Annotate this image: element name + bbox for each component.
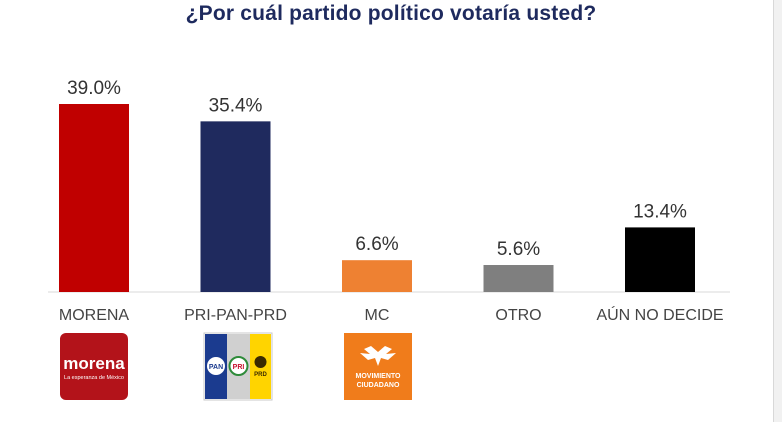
window-edge	[773, 0, 782, 422]
chart-title: ¿Por cuál partido político votaría usted…	[185, 2, 597, 25]
category-label: PRI-PAN-PRD	[184, 307, 287, 324]
category-label: MORENA	[59, 307, 130, 324]
category-label: OTRO	[495, 307, 541, 324]
eagle-icon	[360, 346, 396, 366]
category-label: MC	[365, 307, 390, 324]
value-labels-group: 39.0% 35.4% 6.6% 5.6% 13.4%	[67, 78, 687, 260]
bar-value-label: 6.6%	[355, 234, 398, 255]
bar-value-label: 5.6%	[497, 239, 540, 260]
pan-label: PAN	[209, 364, 223, 371]
morena-logo-wordmark: morena	[63, 354, 125, 373]
mc-logo-background	[344, 333, 412, 400]
mc-logo-line2: CIUDADANO	[357, 382, 400, 389]
pri-emblem-icon	[228, 356, 249, 376]
mc-logo: MOVIMIENTO CIUDADANO	[344, 333, 412, 400]
morena-logo: morena La esperanza de México	[60, 333, 128, 400]
bar-2	[342, 260, 412, 292]
morena-logo-background	[60, 333, 128, 400]
bars-group	[59, 104, 695, 292]
bar-3	[483, 265, 554, 292]
bar-value-label: 35.4%	[209, 95, 263, 116]
bar-value-label: 39.0%	[67, 78, 121, 99]
bar-value-label: 13.4%	[633, 201, 687, 222]
bar-0	[59, 104, 129, 292]
category-labels-group: MORENA PRI-PAN-PRD MC OTRO AÚN NO DECIDE	[59, 305, 724, 324]
morena-logo-tagline: La esperanza de México	[64, 375, 124, 381]
prd-label: PRD	[254, 372, 267, 378]
pan-emblem-icon	[207, 357, 225, 375]
pri-pan-prd-logo: PAN PRI PRD	[203, 332, 273, 401]
mc-logo-line1: MOVIMIENTO	[356, 373, 402, 380]
category-label: AÚN NO DECIDE	[596, 305, 723, 324]
prd-sun-icon	[254, 356, 267, 368]
bar-1	[200, 121, 271, 292]
pri-label: PRI	[233, 364, 245, 371]
bar-4	[625, 227, 695, 292]
